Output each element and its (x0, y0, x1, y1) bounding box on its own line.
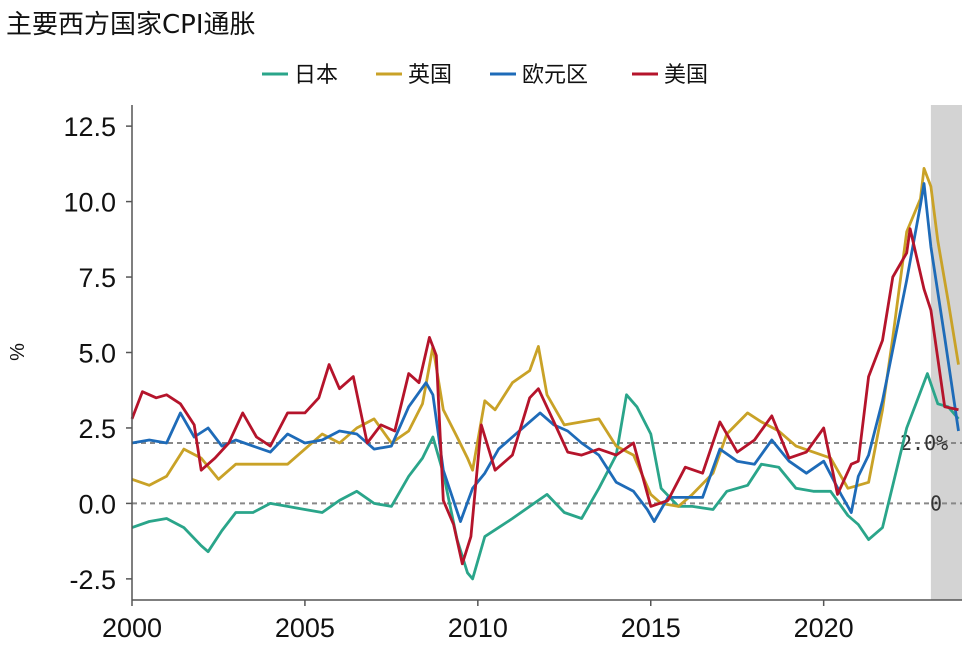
legend-label-1: 英国 (408, 63, 452, 88)
reference-label-0: 2.0% (900, 431, 948, 455)
legend-label-0: 日本 (294, 63, 338, 88)
y-axis-ticks: -2.5 0.0 2.5 5.0 7.5 10.0 12.5 (63, 112, 132, 595)
y-tick-label: 2.5 (78, 414, 116, 444)
legend-label-2: 欧元区 (522, 63, 588, 88)
x-tick-label: 2020 (794, 613, 854, 643)
series-line-1 (131, 167, 960, 508)
x-axis-ticks: 2000 2005 2010 2015 2020 (102, 600, 854, 643)
y-tick-label: 7.5 (78, 263, 116, 293)
series-line-0 (131, 372, 960, 581)
x-tick-label: 2010 (448, 613, 508, 643)
reference-label-1: 0 (930, 491, 942, 515)
legend-label-3: 美国 (664, 63, 708, 88)
y-tick-label: 12.5 (63, 112, 116, 142)
series-line-2 (131, 182, 960, 523)
x-tick-label: 2015 (621, 613, 681, 643)
x-tick-label: 2005 (275, 613, 335, 643)
chart-title: 主要西方国家CPI通胀 (6, 10, 256, 40)
legend: 日本 英国 欧元区 美国 (262, 63, 708, 88)
y-tick-label: -2.5 (69, 565, 116, 595)
y-tick-label: 10.0 (63, 188, 116, 218)
series-lines (130, 167, 960, 581)
y-axis-label: % (7, 343, 29, 361)
x-tick-label: 2000 (102, 613, 162, 643)
y-tick-label: 5.0 (78, 339, 116, 369)
y-tick-label: 0.0 (78, 489, 116, 519)
axes (131, 105, 962, 601)
series-line-3 (130, 227, 959, 566)
